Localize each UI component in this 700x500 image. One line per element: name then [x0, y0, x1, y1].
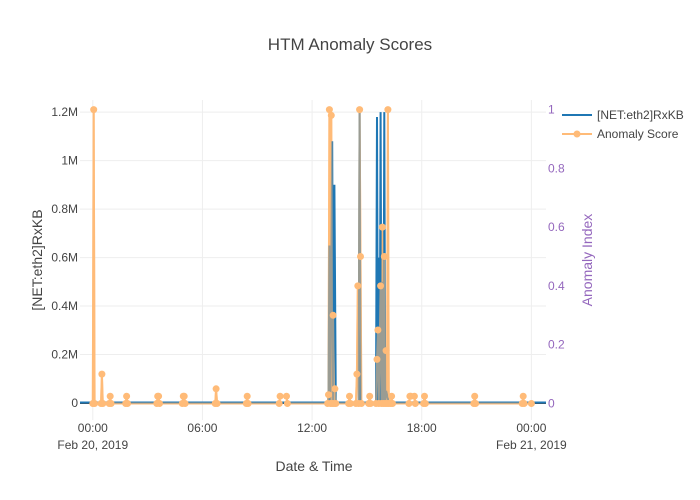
y-tick-label: 0.8M	[51, 202, 78, 216]
legend-item-anomaly[interactable]: Anomaly Score	[562, 127, 679, 141]
anomaly-point[interactable]	[275, 400, 283, 407]
y2-tick-label: 0.8	[548, 161, 565, 175]
anomaly-point[interactable]	[213, 400, 221, 407]
anomaly-point[interactable]	[107, 400, 115, 407]
x-tick-label: 06:00	[187, 421, 217, 435]
y-tick-label: 1M	[61, 154, 78, 168]
anomaly-point[interactable]	[382, 347, 390, 355]
y-tick-label: 0.4M	[51, 299, 78, 313]
anomaly-point[interactable]	[380, 253, 388, 260]
anomaly-point[interactable]	[283, 400, 291, 407]
anomaly-point[interactable]	[471, 392, 479, 400]
anomaly-point[interactable]	[329, 311, 337, 319]
anomaly-point[interactable]	[357, 253, 364, 260]
anomaly-point[interactable]	[347, 400, 354, 407]
anomaly-point[interactable]	[332, 400, 340, 407]
x-tick-label: 18:00	[407, 421, 437, 435]
anomaly-point[interactable]	[353, 370, 361, 378]
axes: 00:00 Feb 20, 2019 06:00 12:00 18:00 00:00 Feb…	[51, 103, 567, 452]
y2-axis-label: Anomaly Index	[579, 214, 595, 307]
anomaly-point[interactable]	[357, 400, 365, 407]
anomaly-point[interactable]	[91, 400, 99, 407]
anomaly-point[interactable]	[374, 326, 382, 334]
y-axis-label: [NET:eth2]RxKB	[29, 209, 45, 310]
anomaly-point[interactable]	[155, 392, 163, 400]
y2-tick-label: 0.6	[548, 220, 565, 234]
anomaly-point[interactable]	[421, 400, 429, 407]
x-tick-label: 00:00	[78, 421, 108, 435]
legend[interactable]: [NET:eth2]RxKB Anomaly Score	[562, 108, 684, 141]
anomaly-point[interactable]	[389, 400, 396, 407]
x-tick-date-label: Feb 20, 2019	[57, 438, 128, 452]
legend-label-rxkb: [NET:eth2]RxKB	[597, 108, 684, 122]
anomaly-point[interactable]	[366, 392, 374, 400]
anomaly-point[interactable]	[124, 400, 131, 407]
chart-title: HTM Anomaly Scores	[268, 35, 432, 54]
anomaly-point[interactable]	[354, 282, 362, 290]
anomaly-point[interactable]	[106, 392, 114, 400]
anomaly-point[interactable]	[472, 400, 480, 407]
anomaly-point[interactable]	[325, 106, 333, 114]
legend-item-rxkb[interactable]: [NET:eth2]RxKB	[562, 108, 684, 122]
anomaly-point[interactable]	[283, 392, 290, 400]
y2-tick-label: 0.4	[548, 279, 565, 293]
legend-marker-anomaly	[573, 130, 581, 138]
anomaly-point[interactable]	[331, 385, 339, 393]
y2-tick-label: 1	[548, 103, 555, 117]
x-axis-label: Date & Time	[275, 458, 352, 474]
y2-tick-label: 0	[548, 397, 555, 411]
anomaly-point[interactable]	[346, 392, 353, 400]
anomaly-point[interactable]	[411, 400, 419, 407]
x-tick-label: 12:00	[297, 421, 327, 435]
anomaly-point[interactable]	[388, 392, 396, 400]
anomaly-point[interactable]	[243, 392, 251, 400]
anomaly-point[interactable]	[181, 400, 189, 407]
legend-label-anomaly: Anomaly Score	[597, 127, 679, 141]
anomaly-point[interactable]	[356, 106, 364, 114]
anomaly-point[interactable]	[123, 392, 131, 400]
plot-area	[80, 106, 546, 407]
anomaly-point[interactable]	[212, 385, 220, 393]
anomaly-point[interactable]	[180, 392, 188, 400]
anomaly-point[interactable]	[519, 392, 527, 400]
x-tick-date-label: Feb 21, 2019	[496, 438, 567, 452]
gridlines	[80, 100, 546, 420]
anomaly-point[interactable]	[98, 370, 106, 378]
anomaly-point[interactable]	[405, 400, 413, 407]
anomaly-point[interactable]	[367, 400, 375, 407]
y2-tick-label: 0.2	[548, 338, 565, 352]
y-tick-label: 0.2M	[51, 348, 78, 362]
anomaly-point[interactable]	[90, 106, 98, 114]
anomaly-point[interactable]	[373, 355, 381, 363]
anomaly-point[interactable]	[410, 392, 418, 400]
anomaly-point[interactable]	[377, 282, 385, 290]
x-tick-label: 00:00	[516, 421, 546, 435]
anomaly-point[interactable]	[378, 223, 386, 231]
anomaly-point[interactable]	[156, 400, 163, 407]
anomaly-point[interactable]	[244, 400, 252, 407]
anomaly-point[interactable]	[276, 392, 284, 400]
y-tick-label: 0.6M	[51, 251, 78, 265]
y-tick-label: 1.2M	[51, 105, 78, 119]
anomaly-point[interactable]	[99, 400, 107, 407]
anomaly-point[interactable]	[520, 400, 528, 407]
anomaly-point[interactable]	[421, 392, 428, 400]
anomaly-point[interactable]	[325, 391, 332, 399]
anomaly-point[interactable]	[384, 106, 392, 114]
anomaly-point[interactable]	[527, 400, 535, 407]
y-tick-label: 0	[71, 396, 78, 410]
anomaly-point[interactable]	[327, 111, 335, 119]
